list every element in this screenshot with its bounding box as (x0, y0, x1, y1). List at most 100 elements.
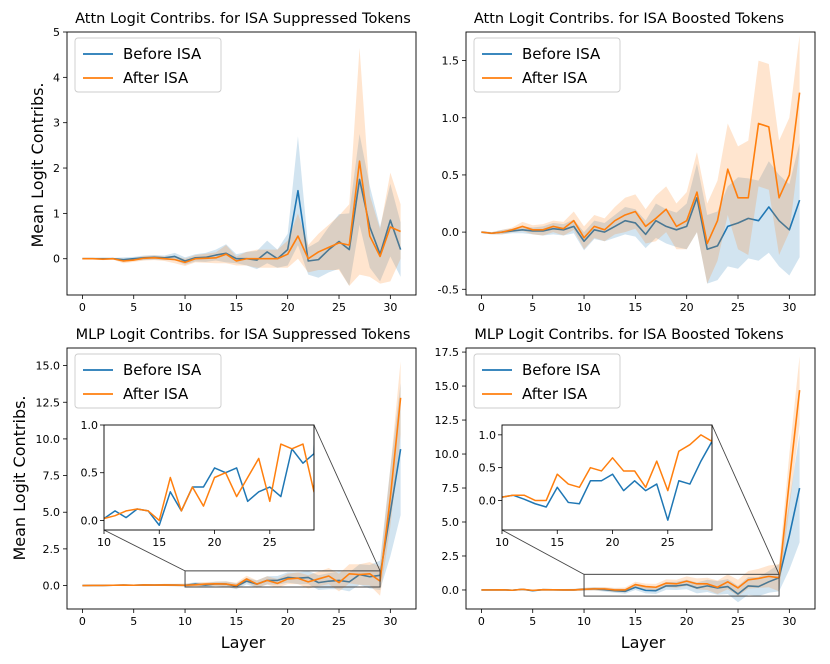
axes-frame (66, 347, 417, 610)
y-tick-label: 2.5 (442, 550, 460, 563)
y-tick-label: 0 (53, 253, 60, 266)
panel-title: Attn Logit Contribs. for ISA Suppressed … (75, 11, 411, 27)
x-tick-label: 30 (383, 301, 397, 314)
legend-label: Before ISA (123, 361, 202, 379)
x-tick-label: 5 (130, 615, 137, 628)
inset-y-tick-label: 0.0 (479, 494, 497, 507)
inset: 10 15 20 25 0.0 0.5 1.0 (479, 424, 713, 549)
y-axis-label: Mean Logit Contribs. (10, 395, 29, 560)
zoom-connector (501, 529, 585, 575)
panel-attn-boosted: Attn Logit Contribs. for ISA Boosted Tok… (438, 11, 816, 314)
inset-x-tick-label: 20 (208, 536, 222, 549)
plot-area: 0 5 10 15 20 25 30 -0.5 0.0 0.5 1.0 1.5 Before ISA Af… (438, 31, 816, 314)
line-before (82, 178, 402, 262)
x-tick-label: 15 (229, 615, 243, 628)
inset-y-tick-label: 0.5 (479, 462, 497, 475)
inset-frame (501, 424, 713, 531)
panel-title: Attn Logit Contribs. for ISA Boosted Tok… (474, 11, 784, 27)
inset-y-tick-label: 1.0 (81, 419, 99, 432)
y-tick-label: 12.5 (36, 396, 61, 409)
y-axis-label: Mean Logit Contribs. (28, 82, 47, 247)
x-tick-label: 5 (130, 301, 137, 314)
x-tick-label: 30 (782, 301, 796, 314)
y-tick-label: 5 (53, 26, 60, 39)
x-tick-label: 20 (281, 615, 295, 628)
y-tick-label: 2 (53, 162, 60, 175)
x-tick-label: 25 (731, 615, 745, 628)
inset-x-tick-label: 25 (263, 536, 277, 549)
band-before (481, 433, 800, 603)
x-tick-label: 10 (178, 301, 192, 314)
y-tick-label: 1 (53, 207, 60, 220)
zoom-connector (711, 424, 780, 575)
axes-frame (66, 31, 417, 296)
inset-line-before (502, 427, 712, 521)
x-tick-label: 30 (383, 615, 397, 628)
x-tick-label: 5 (529, 301, 536, 314)
band-before (481, 142, 800, 284)
y-tick-label: 0.0 (43, 580, 61, 593)
x-tick-label: 5 (529, 615, 536, 628)
x-axis-label: Layer (621, 633, 666, 652)
x-tick-label: 0 (478, 615, 485, 628)
inset-y-tick-label: 0.0 (81, 514, 99, 527)
y-tick-label: 15.0 (36, 360, 61, 373)
x-tick-label: 20 (680, 615, 694, 628)
inset-x-tick-label: 15 (152, 536, 166, 549)
y-tick-label: 5.0 (442, 516, 460, 529)
zoom-region (184, 570, 381, 588)
inset-x-tick-label: 20 (606, 536, 620, 549)
y-tick-label: 0.5 (442, 169, 460, 182)
panel-mlp-suppressed: MLP Logit Contribs. for ISA Suppressed T… (10, 327, 417, 652)
y-tick-label: 4 (53, 71, 60, 84)
y-tick-label: 3 (53, 117, 60, 130)
y-tick-label: 1.5 (442, 55, 460, 68)
y-tick-label: 7.5 (43, 470, 61, 483)
x-tick-label: 10 (178, 615, 192, 628)
x-tick-label: 15 (628, 301, 642, 314)
y-tick-label: 0.0 (442, 584, 460, 597)
y-tick-label: 7.5 (442, 482, 460, 495)
line-after (481, 390, 801, 592)
x-tick-label: 25 (332, 615, 346, 628)
x-axis-label: Layer (221, 633, 266, 652)
inset-frame (103, 424, 315, 531)
plot-area: 0 5 10 15 20 25 30 0.0 2.5 5.0 7.5 10.0 12.5 15.0 Befo… (36, 347, 417, 628)
line-after (481, 92, 801, 245)
x-tick-label: 0 (79, 301, 86, 314)
zoom-region (583, 573, 780, 597)
x-tick-label: 20 (680, 301, 694, 314)
band-after (481, 35, 800, 284)
panel-title: MLP Logit Contribs. for ISA Boosted Toke… (474, 327, 783, 343)
y-tick-label: 2.5 (43, 543, 61, 556)
y-tick-label: 12.5 (435, 414, 460, 427)
y-tick-label: 5.0 (43, 506, 61, 519)
legend-label: After ISA (522, 385, 588, 403)
legend: Before ISA After ISA (473, 353, 621, 409)
line-before (481, 197, 801, 251)
inset-x-tick-label: 10 (97, 536, 111, 549)
panel-attn-suppressed: Attn Logit Contribs. for ISA Suppressed … (28, 11, 417, 314)
x-tick-label: 30 (782, 615, 796, 628)
x-tick-label: 25 (731, 301, 745, 314)
inset-line-before (104, 425, 314, 526)
legend: Before ISA After ISA (74, 37, 222, 93)
band-after (481, 356, 800, 597)
inset-x-tick-label: 15 (550, 536, 564, 549)
plot-area: 0 5 10 15 20 25 30 0.0 2.5 5.0 7.5 10.0 12.5 15.0 17.5… (435, 346, 816, 628)
inset-x-tick-label: 10 (495, 536, 509, 549)
band-after (82, 47, 401, 286)
y-tick-label: 17.5 (435, 346, 460, 359)
x-tick-label: 10 (577, 301, 591, 314)
panel-title: MLP Logit Contribs. for ISA Suppressed T… (76, 327, 411, 343)
inset-line-after (502, 425, 712, 502)
axes-frame (465, 31, 816, 296)
y-tick-label: 0.0 (442, 226, 460, 239)
legend-label: Before ISA (522, 45, 601, 63)
inset-x-tick-label: 25 (661, 536, 675, 549)
legend-label: After ISA (522, 69, 588, 87)
inset: 10 15 20 25 0.0 0.5 1.0 (81, 419, 315, 549)
line-after (82, 397, 402, 587)
x-tick-label: 15 (628, 615, 642, 628)
